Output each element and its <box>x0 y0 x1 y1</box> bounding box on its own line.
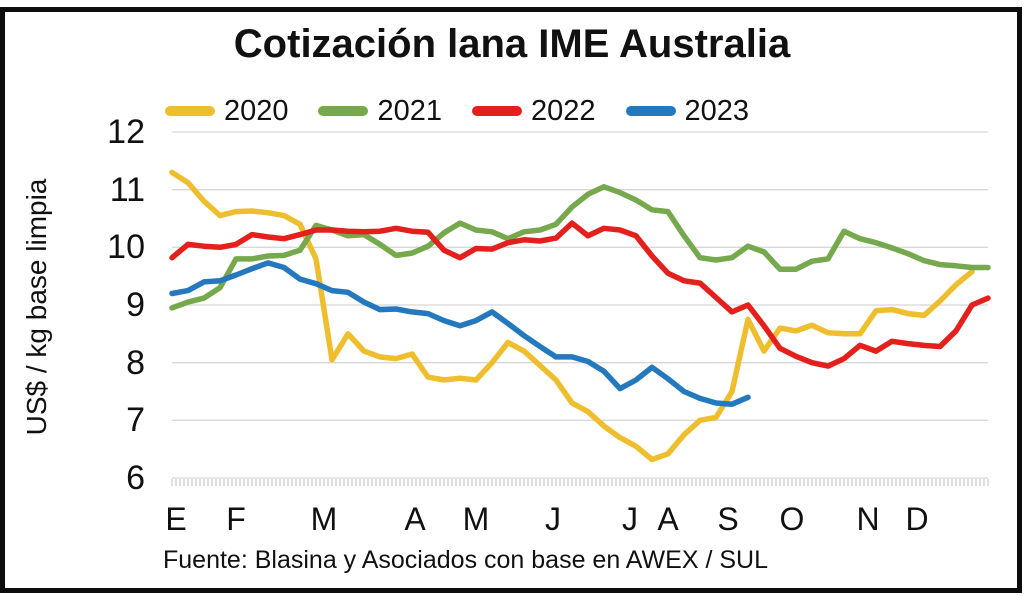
source-note: Fuente: Blasina y Asociados con base en … <box>163 546 768 574</box>
x-tick-label-7: J <box>622 501 638 537</box>
y-tick-label-11: 11 <box>109 170 145 209</box>
series-2020-line <box>169 169 975 463</box>
y-tick-label-8: 8 <box>126 343 145 382</box>
x-tick-label-12: D <box>905 501 929 537</box>
legend-marker-2021 <box>318 106 369 116</box>
series-2022-line <box>169 220 991 369</box>
x-tick-label-4: A <box>404 501 426 537</box>
x-tick-label-6: J <box>545 501 561 537</box>
series-2023-line <box>169 260 751 407</box>
y-tick-label-12: 12 <box>107 113 145 151</box>
legend-item-2020: 2020 <box>164 95 289 127</box>
legend-item-2021: 2021 <box>318 96 442 126</box>
y-tick-label-6: 6 <box>126 459 145 497</box>
legend-label: 2021 <box>377 95 442 127</box>
x-tick-label-3: M <box>310 501 338 537</box>
legend-marker-2023 <box>625 106 676 116</box>
x-tick-label-9: S <box>717 501 739 537</box>
x-tick-label-8: A <box>657 501 679 537</box>
y-tick-label-9: 9 <box>126 286 145 324</box>
chart-title: Cotización lana IME Australia <box>233 22 791 66</box>
legend-marker-2020 <box>164 106 215 116</box>
x-tick-label-11: N <box>856 501 880 537</box>
legend-item-2022: 2022 <box>472 96 596 126</box>
legend-marker-2022 <box>472 106 522 116</box>
legend: 2020 2021 2022 2023 <box>0 96 969 126</box>
y-tick-label-7: 7 <box>126 401 145 440</box>
legend-item-2023: 2023 <box>625 95 750 127</box>
legend-label: 2023 <box>684 95 750 127</box>
x-tick-label-10: O <box>779 501 805 537</box>
x-tick-label-1: E <box>165 501 187 537</box>
x-tick-label-2: F <box>226 501 246 537</box>
series-2021-line <box>169 184 991 311</box>
legend-label: 2022 <box>531 95 596 127</box>
legend-label: 2020 <box>223 95 289 127</box>
y-axis-title: US$ / kg base limpia <box>21 178 52 436</box>
y-tick-label-10: 10 <box>107 228 145 267</box>
x-tick-label-5: M <box>462 501 490 537</box>
chart-frame <box>0 7 1022 593</box>
